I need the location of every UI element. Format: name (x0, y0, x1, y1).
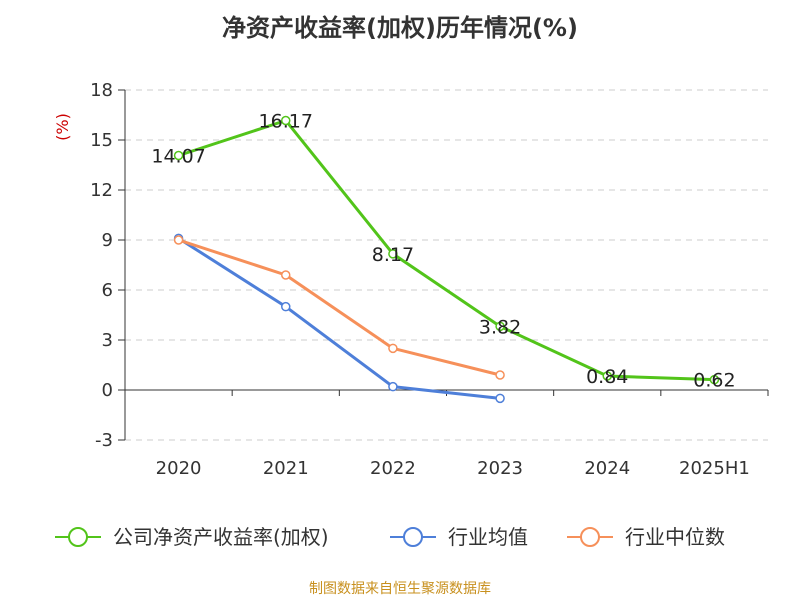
y-tick-label: 12 (90, 180, 113, 201)
x-tick-label: 2023 (477, 458, 523, 479)
legend-item[interactable]: 行业均值 (390, 525, 528, 549)
data-point (173, 235, 184, 245)
legend-marker (580, 527, 600, 547)
y-tick-label: 0 (102, 380, 113, 401)
data-label: 0.62 (693, 370, 735, 392)
y-tick-label: 18 (90, 80, 113, 101)
data-point (602, 371, 612, 381)
data-point (281, 115, 291, 126)
source-note: 制图数据来自恒生聚源数据库 (309, 581, 491, 597)
legend-label: 行业均值 (448, 525, 528, 549)
legend[interactable]: 公司净资产收益率(加权) 行业均值 行业中位数 (55, 525, 725, 549)
data-point (388, 249, 398, 259)
y-tick-label: 6 (102, 280, 113, 301)
x-tick-label: 2024 (584, 458, 630, 479)
data-label: 14.07 (151, 146, 205, 168)
legend-label: 行业中位数 (625, 525, 725, 549)
legend-label: 公司净资产收益率(加权) (113, 525, 329, 549)
series-lines (173, 115, 720, 404)
data-point (495, 370, 505, 380)
series-line-1 (177, 237, 501, 400)
data-point (281, 270, 291, 280)
data-label: 0.84 (586, 366, 628, 388)
y-tick-label: 15 (90, 130, 113, 151)
data-point (388, 343, 398, 354)
series-line-0 (178, 119, 715, 382)
data-label: 16.17 (259, 111, 313, 133)
axes: 18 15 12 9 6 3 0 -3 (%) 2020 2021 2022 2023 2024 2025H… (53, 80, 769, 479)
chart-title: 净资产收益率(加权)历年情况(%) (222, 14, 578, 42)
series-line-2 (178, 238, 501, 377)
x-tick-label: 2021 (263, 458, 309, 479)
legend-item[interactable]: 公司净资产收益率(加权) (55, 525, 329, 549)
data-point (709, 374, 720, 385)
x-tick-label: 2025H1 (679, 458, 750, 479)
data-point (388, 381, 398, 392)
legend-marker (403, 527, 423, 547)
x-tick-label: 2020 (156, 458, 202, 479)
legend-marker (68, 527, 88, 547)
data-point (281, 301, 291, 312)
y-axis-title: (%) (53, 113, 72, 141)
y-tick-label: 3 (102, 330, 113, 351)
data-label: 3.82 (479, 316, 521, 338)
y-tick-label: -3 (95, 430, 113, 451)
data-point (173, 150, 184, 161)
data-label: 8.17 (372, 244, 414, 266)
data-point (495, 321, 505, 332)
data-labels: 14.07 16.17 8.17 3.82 0.84 0.62 (151, 111, 735, 392)
x-tick-label: 2022 (370, 458, 416, 479)
y-tick-label: 9 (102, 230, 113, 251)
data-point (495, 393, 505, 404)
legend-item[interactable]: 行业中位数 (567, 525, 725, 549)
